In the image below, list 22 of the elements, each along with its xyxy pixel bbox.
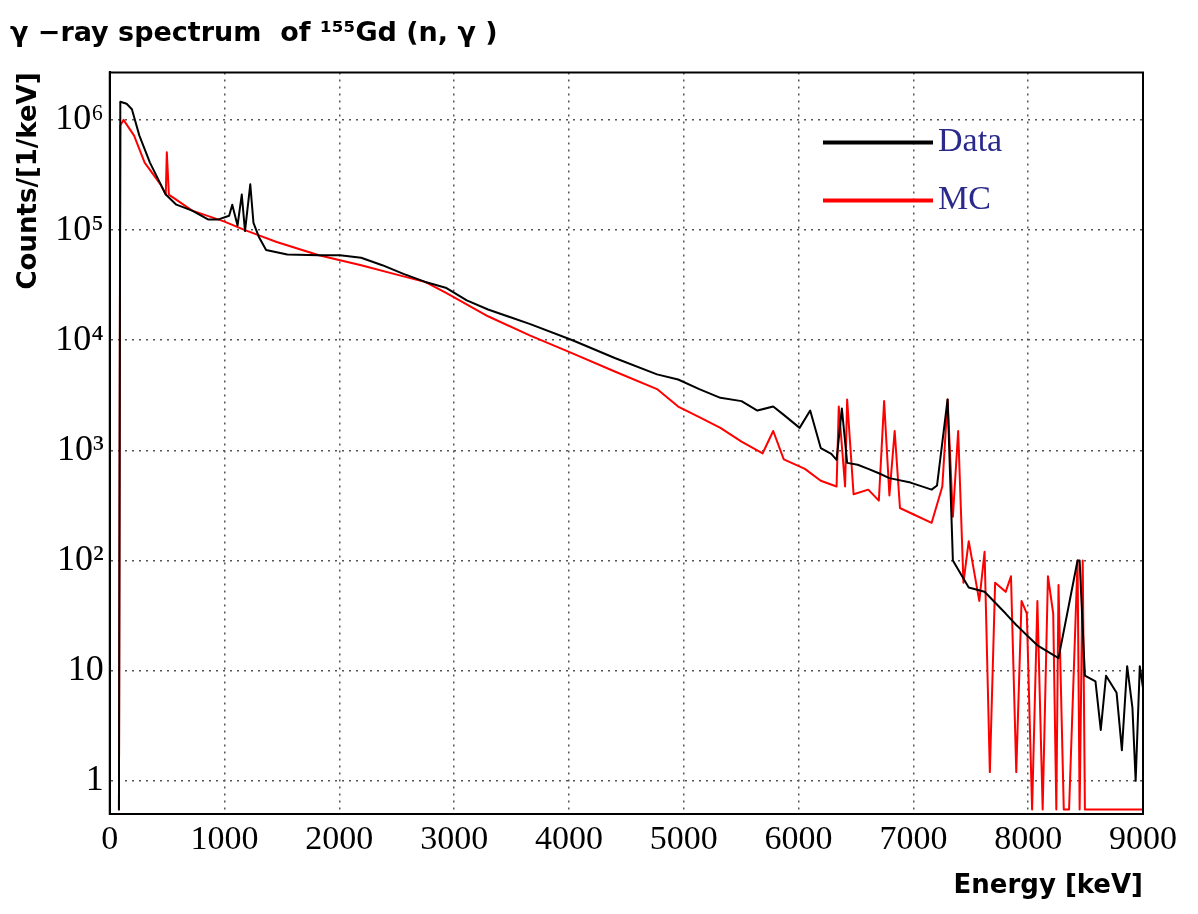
y-tick-label: 10² [56, 537, 104, 578]
x-tick-label: 8000 [994, 819, 1063, 857]
x-tick-label: 7000 [879, 819, 948, 857]
x-axis-title: Energy [keV] [953, 869, 1143, 900]
x-tick-label: 0 [101, 819, 119, 857]
y-tick-label: 10⁵ [55, 207, 104, 248]
y-tick-label: 10⁶ [55, 97, 104, 138]
x-tick-label: 5000 [649, 819, 718, 857]
y-tick-label: 1 [85, 758, 104, 799]
y-tick-label: 10⁴ [55, 317, 104, 358]
x-tick-label: 9000 [1109, 819, 1177, 857]
x-tick-label: 1000 [190, 819, 259, 857]
x-tick-label: 4000 [534, 819, 603, 857]
y-tick-label: 10 [67, 648, 104, 689]
x-tick-label: 6000 [764, 819, 833, 857]
x-tick-label: 2000 [305, 819, 374, 857]
chart-title: γ −ray spectrum of ¹⁵⁵Gd (n, γ ) [10, 16, 498, 48]
y-tick-label: 10³ [56, 427, 104, 468]
legend-label: Data [938, 121, 1003, 159]
legend-label: MC [938, 179, 991, 217]
x-tick-label: 3000 [420, 819, 489, 857]
y-axis-title: Counts/[1/keV] [12, 72, 43, 290]
